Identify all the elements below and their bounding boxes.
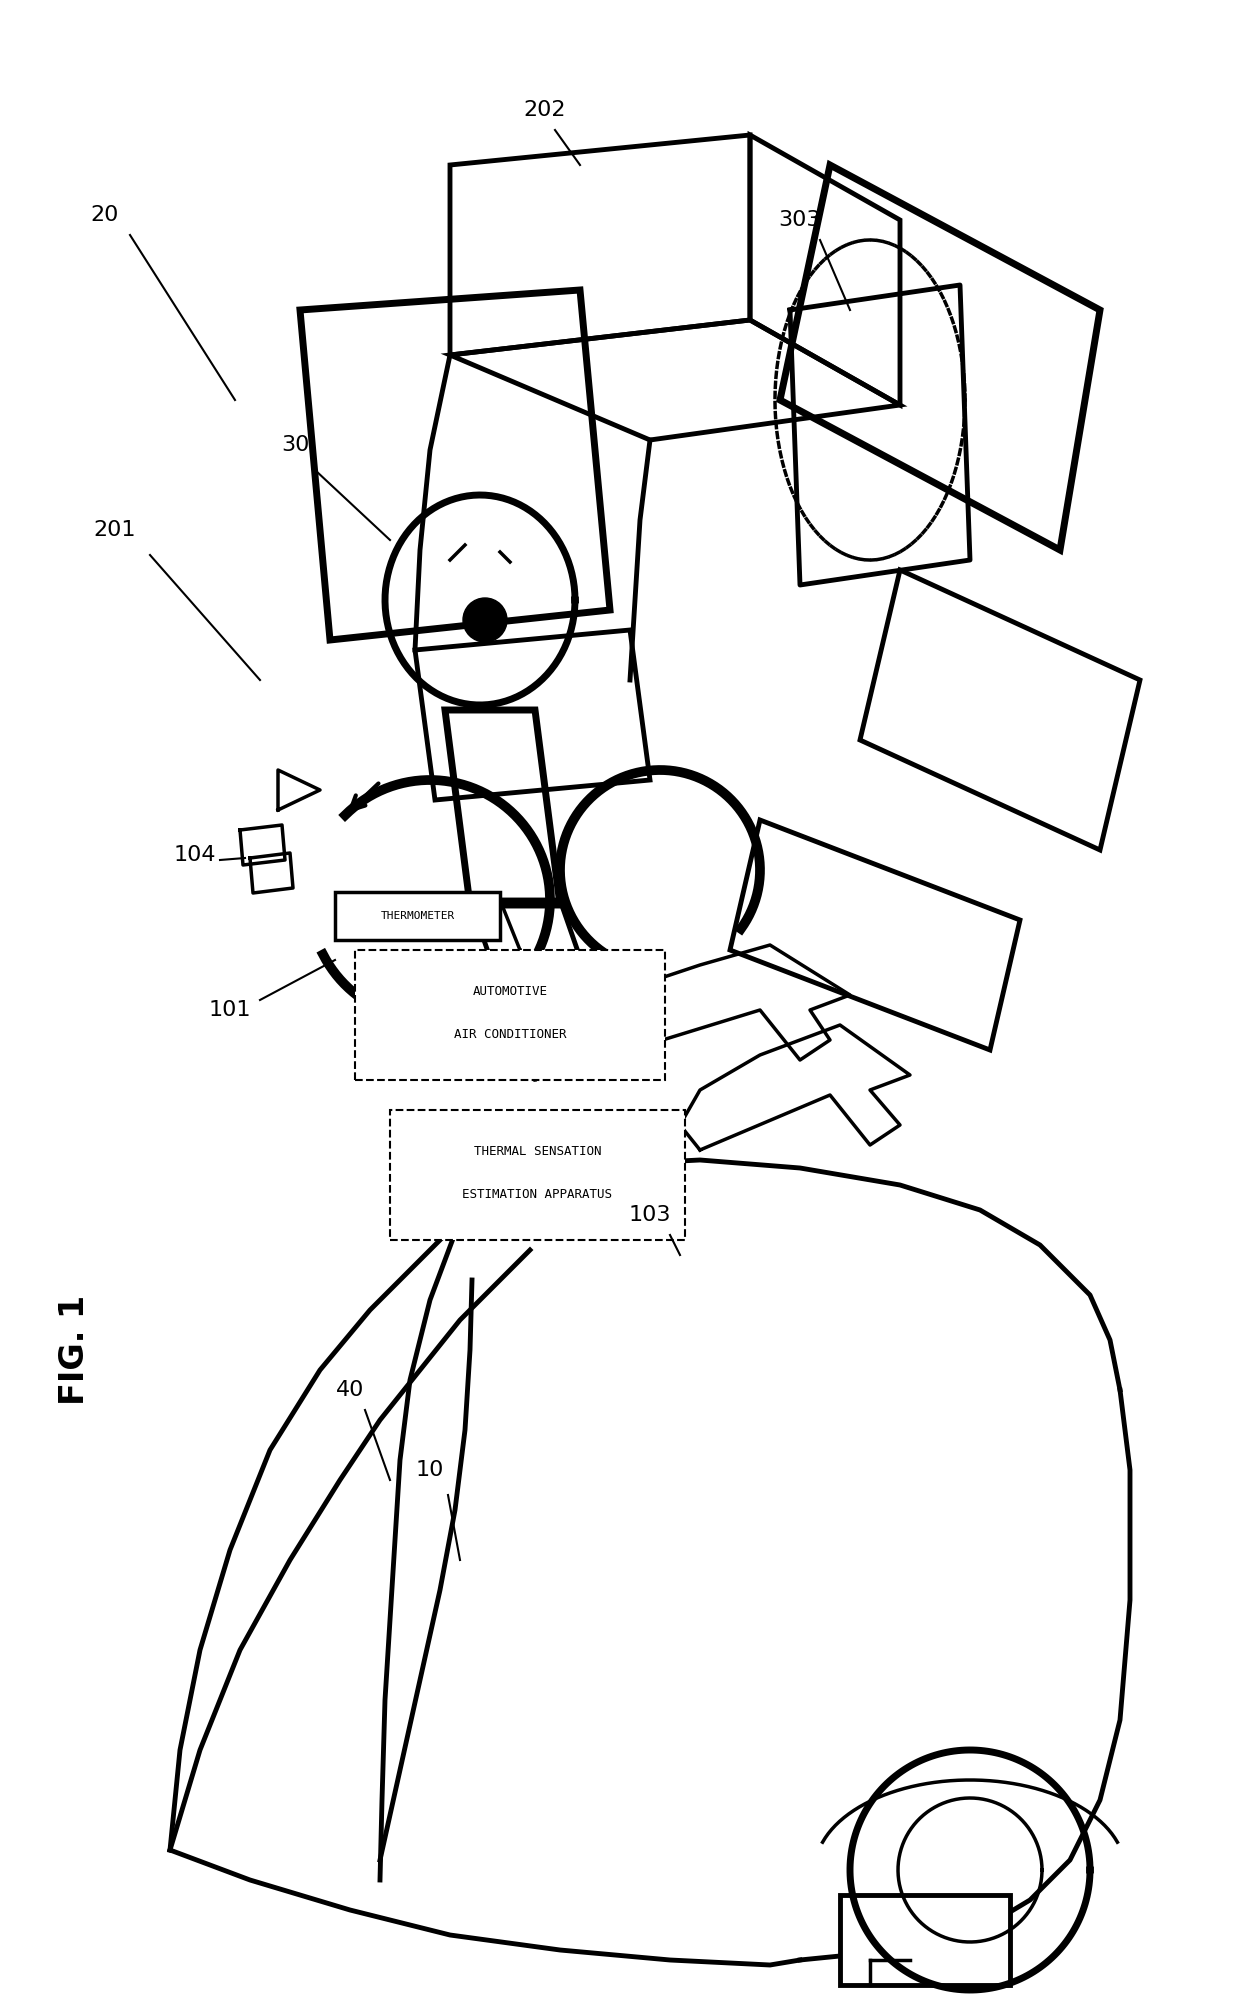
Text: 303: 303 (779, 210, 821, 230)
Text: 201: 201 (94, 519, 136, 539)
Circle shape (463, 597, 507, 641)
Text: ESTIMATION APPARATUS: ESTIMATION APPARATUS (463, 1189, 613, 1201)
Bar (355, 949, 665, 1081)
Text: AUTOMOTIVE: AUTOMOTIVE (472, 985, 548, 999)
Bar (839, 1894, 1011, 1984)
Text: 202: 202 (523, 100, 567, 120)
Bar (335, 891, 500, 939)
Text: 103: 103 (629, 1205, 671, 1225)
Text: THERMOMETER: THERMOMETER (381, 911, 455, 921)
Text: 101: 101 (208, 1001, 252, 1021)
Text: 104: 104 (174, 845, 216, 865)
Text: 10: 10 (415, 1461, 444, 1481)
Text: FIG. 1: FIG. 1 (58, 1295, 92, 1405)
Text: 40: 40 (336, 1381, 365, 1401)
Bar (391, 1111, 684, 1241)
Text: THERMAL SENSATION: THERMAL SENSATION (474, 1145, 601, 1159)
Text: 20: 20 (91, 206, 119, 226)
Text: 30: 30 (280, 436, 309, 456)
Text: AIR CONDITIONER: AIR CONDITIONER (454, 1029, 567, 1041)
